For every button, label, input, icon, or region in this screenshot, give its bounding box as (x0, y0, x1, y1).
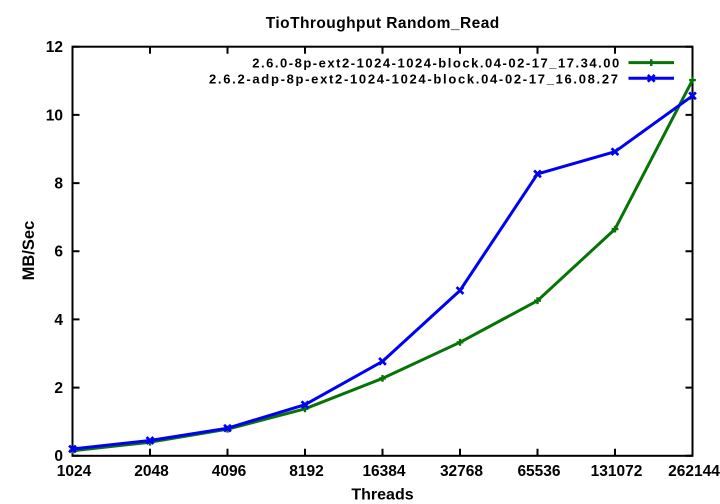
svg-text:0: 0 (54, 448, 63, 465)
svg-text:12: 12 (46, 39, 63, 56)
svg-text:8: 8 (54, 176, 63, 193)
svg-text:1024: 1024 (57, 463, 92, 480)
svg-text:65536: 65536 (517, 463, 560, 480)
svg-text:10: 10 (46, 107, 63, 124)
svg-text:2.6.0-8p-ext2-1024-1024-block.: 2.6.0-8p-ext2-1024-1024-block.04-02-17_1… (252, 56, 619, 71)
svg-text:TioThroughput Random_Read: TioThroughput Random_Read (266, 15, 500, 32)
svg-text:32768: 32768 (440, 463, 483, 480)
svg-text:16384: 16384 (362, 463, 405, 480)
svg-text:Threads: Threads (351, 487, 413, 504)
svg-text:6: 6 (54, 244, 63, 261)
svg-text:2: 2 (54, 380, 63, 397)
svg-text:4096: 4096 (212, 463, 247, 480)
svg-text:8192: 8192 (289, 463, 323, 480)
svg-text:262144: 262144 (668, 463, 720, 480)
svg-text:2048: 2048 (134, 463, 169, 480)
svg-text:MB/Sec: MB/Sec (20, 221, 38, 281)
svg-text:131072: 131072 (591, 463, 643, 480)
svg-text:4: 4 (54, 312, 63, 329)
svg-text:2.6.2-adp-8p-ext2-1024-1024-bl: 2.6.2-adp-8p-ext2-1024-1024-block.04-02-… (209, 71, 618, 86)
